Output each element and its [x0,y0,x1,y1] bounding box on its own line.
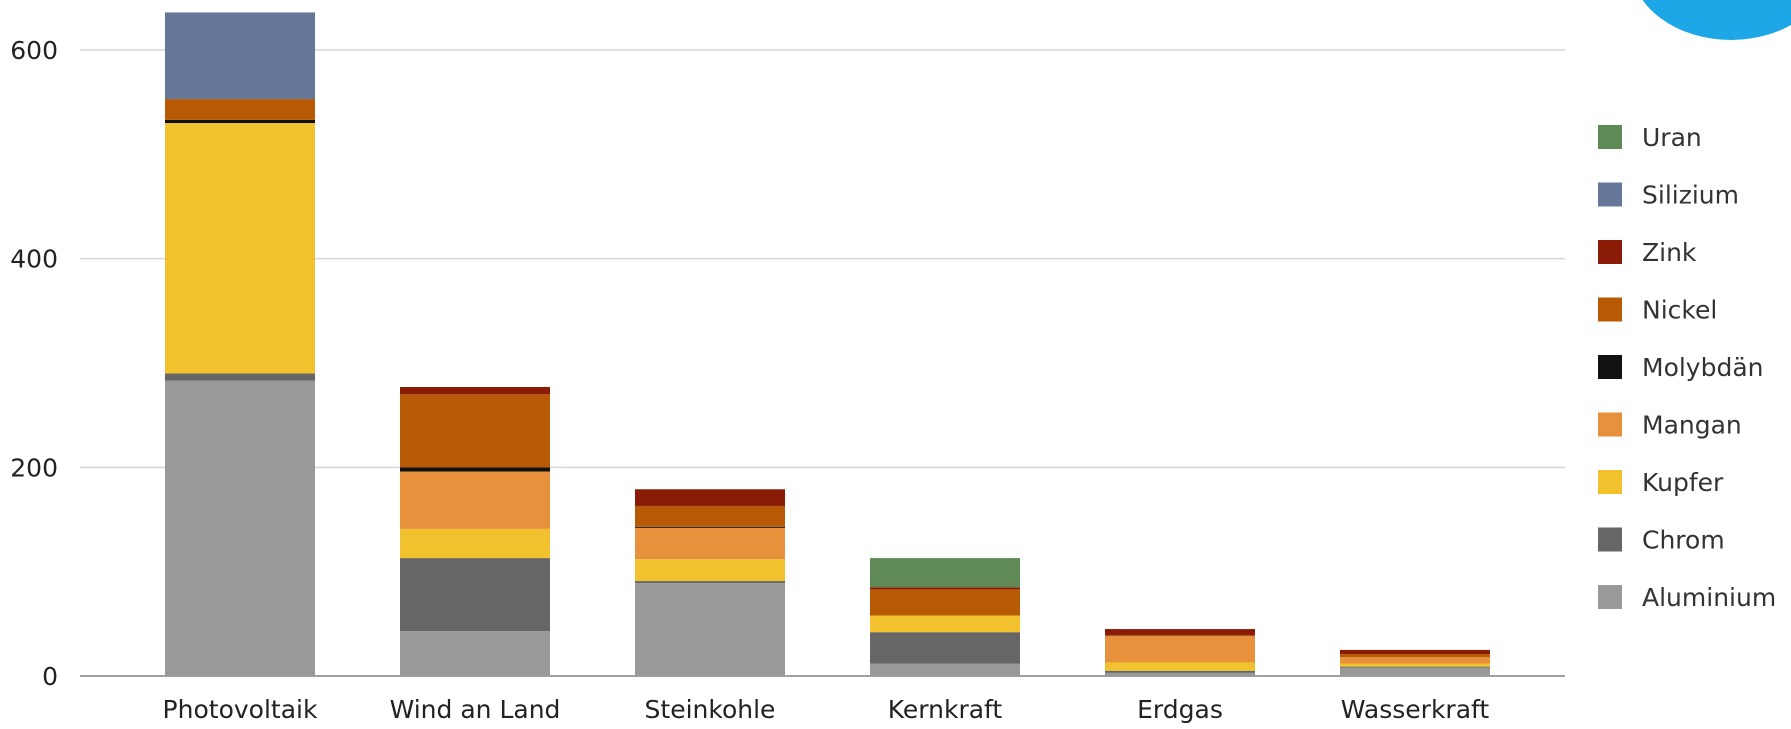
bar-segment-erdgas-zink [1105,629,1255,636]
bar-segment-erdgas-chrom [1105,670,1255,673]
legend-swatch-zink [1598,240,1622,264]
bar-segment-kernkraft-chrom [870,632,1020,664]
bar-segment-steinkohle-aluminium [635,583,785,676]
bar-segment-wind-an-land-mangan [400,471,550,529]
bar-segment-steinkohle-mangan [635,527,785,560]
bar-segment-wind-an-land-zink [400,386,550,395]
bar-segment-wasserkraft-zink [1340,649,1490,655]
x-tick-label: Wasserkraft [1341,695,1490,724]
legend-label-aluminium: Aluminium [1642,583,1776,612]
legend-label-uran: Uran [1642,123,1702,152]
bar-segment-steinkohle-molybdän [635,526,785,528]
legend-label-molybdän: Molybdän [1642,353,1764,382]
bar-segment-wasserkraft-kupfer [1340,663,1490,667]
bar-segment-photovoltaik-silizium [165,12,315,100]
legend-label-nickel: Nickel [1642,296,1717,325]
bar-segment-wasserkraft-chrom [1340,666,1490,668]
legend-swatch-molybdän [1598,355,1622,379]
legend-label-silizium: Silizium [1642,181,1739,210]
bar-segment-wind-an-land-chrom [400,558,550,632]
legend-swatch-nickel [1598,297,1622,322]
y-tick-label: 400 [10,245,58,274]
x-tick-label: Kernkraft [888,695,1003,724]
bar-segment-photovoltaik-nickel [165,99,315,120]
bar-segment-wasserkraft-mangan [1340,657,1490,664]
legend-swatch-silizium [1598,182,1622,207]
legend-swatch-aluminium [1598,585,1622,609]
y-tick-label: 200 [10,453,58,482]
bar-segment-photovoltaik-chrom [165,373,315,381]
legend-swatch-mangan [1598,412,1622,437]
bar-segment-wasserkraft-nickel [1340,654,1490,658]
x-tick-label: Steinkohle [645,695,776,724]
bar-segment-wind-an-land-nickel [400,394,550,468]
bar-segment-kernkraft-nickel [870,589,1020,616]
bar-segment-erdgas-mangan [1105,636,1255,663]
legend-label-mangan: Mangan [1642,411,1742,440]
bar-segment-kernkraft-kupfer [870,615,1020,633]
x-tick-label: Wind an Land [390,695,561,724]
legend-swatch-kupfer [1598,470,1622,494]
bar-segment-erdgas-nickel [1105,635,1255,637]
bar-segment-photovoltaik-aluminium [165,380,315,676]
bar-segment-steinkohle-zink [635,489,785,506]
bar-segment-photovoltaik-kupfer [165,123,315,374]
x-tick-label: Photovoltaik [163,695,318,724]
bar-segment-kernkraft-aluminium [870,663,1020,676]
legend-swatch-chrom [1598,527,1622,552]
legend-label-zink: Zink [1642,238,1697,267]
legend-swatch-uran [1598,125,1622,149]
bar-segment-steinkohle-nickel [635,505,785,527]
bar-segment-wind-an-land-kupfer [400,528,550,559]
y-tick-label: 0 [42,662,58,691]
y-tick-label: 600 [10,36,58,65]
bar-segment-erdgas-kupfer [1105,662,1255,671]
bar-segment-wasserkraft-aluminium [1340,667,1490,676]
bar-segment-kernkraft-zink [870,587,1020,590]
bar-segment-kernkraft-uran [870,558,1020,588]
legend-label-kupfer: Kupfer [1642,468,1724,497]
legend-label-chrom: Chrom [1642,526,1725,555]
bar-segment-wind-an-land-molybdän [400,467,550,472]
bar-segment-steinkohle-kupfer [635,559,785,582]
bar-segment-wind-an-land-aluminium [400,631,550,676]
bar-segment-photovoltaik-molybdän [165,119,315,124]
bar-segment-erdgas-aluminium [1105,672,1255,676]
x-tick-label: Erdgas [1137,695,1223,724]
bar-segment-steinkohle-chrom [635,581,785,584]
